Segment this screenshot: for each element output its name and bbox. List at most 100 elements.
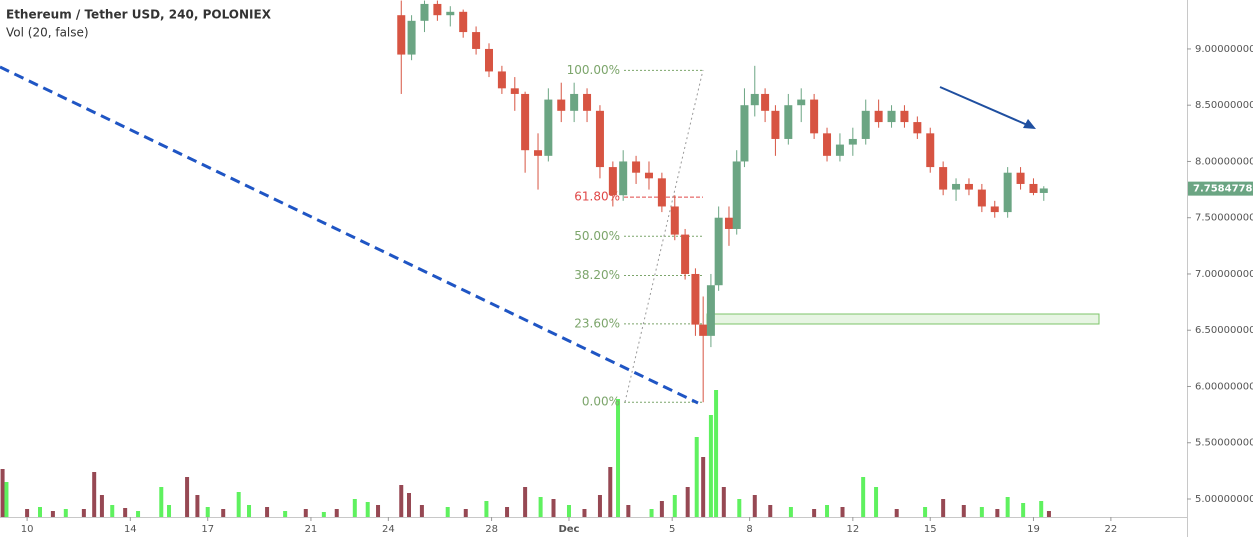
volume-bar xyxy=(721,487,726,517)
volume-bar xyxy=(399,485,404,517)
candle-body xyxy=(1016,172,1025,184)
volume-bar xyxy=(1021,503,1026,517)
x-tick-label: 19 xyxy=(1027,524,1040,535)
candle-body xyxy=(644,172,653,179)
volume-bar xyxy=(672,495,677,517)
y-tick-label: 7.00000000 xyxy=(1195,269,1253,280)
y-tick-label: 9.00000000 xyxy=(1195,44,1253,55)
volume-bar xyxy=(445,507,450,517)
volume-bar xyxy=(608,467,613,517)
x-tick-label: 17 xyxy=(201,524,214,535)
candle-body xyxy=(861,110,870,139)
fib-label: 61.80% xyxy=(574,190,620,204)
volume-bar xyxy=(616,399,621,517)
volume-bar xyxy=(566,505,571,517)
volume-bar xyxy=(99,495,104,517)
candle-body xyxy=(459,11,468,33)
volume-bar xyxy=(92,472,97,517)
x-tick-label: 8 xyxy=(746,524,752,535)
candle-body xyxy=(732,161,741,229)
volume-bar xyxy=(941,499,946,517)
volume-bar xyxy=(303,509,308,517)
support-zone xyxy=(706,313,1100,325)
candle-body xyxy=(750,93,759,106)
y-tick-label: 6.00000000 xyxy=(1195,381,1253,392)
volume-bar xyxy=(136,511,141,517)
candle-body xyxy=(887,110,896,123)
volume-bar xyxy=(923,507,928,517)
volume-bar xyxy=(50,511,55,517)
candle-body xyxy=(939,167,948,190)
y-tick-label: 5.00000000 xyxy=(1195,494,1253,505)
candle-body xyxy=(484,48,493,72)
candle-body xyxy=(420,3,429,21)
arrow xyxy=(939,86,1036,129)
volume-bar xyxy=(221,509,226,517)
volume-bar xyxy=(961,505,966,517)
candle-body xyxy=(810,99,819,134)
candle-body xyxy=(472,32,481,49)
candle-layer xyxy=(397,0,1048,403)
volume-bar xyxy=(582,509,587,517)
x-tick-label: 12 xyxy=(846,524,859,535)
volume-bar xyxy=(265,507,270,517)
volume-bar xyxy=(247,505,252,517)
volume-bar xyxy=(788,507,793,517)
candle-body xyxy=(740,105,749,162)
x-tick-label: 14 xyxy=(124,524,137,535)
candle-body xyxy=(724,217,733,229)
volume-bar xyxy=(0,469,5,517)
volume-bar xyxy=(752,495,757,517)
candle-body xyxy=(521,93,530,151)
x-tick-label: 28 xyxy=(485,524,498,535)
fib-label: 23.60% xyxy=(574,316,620,330)
volume-bar xyxy=(4,482,9,517)
arrow-head xyxy=(1023,119,1036,129)
fib-trend-line xyxy=(624,69,704,403)
volume-bar xyxy=(694,437,699,517)
volume-bar xyxy=(321,512,326,517)
candle-body xyxy=(952,183,961,190)
volume-bar xyxy=(708,415,713,517)
volume-bar xyxy=(81,509,86,517)
arrow-line xyxy=(939,86,1033,128)
candle-body xyxy=(761,93,770,111)
volume-bar xyxy=(406,493,411,517)
volume-bar xyxy=(659,501,664,517)
volume-bar xyxy=(685,487,690,517)
candle-body xyxy=(900,110,909,123)
candle-body xyxy=(714,217,723,286)
fib-label: 100.00% xyxy=(567,63,620,77)
fib-label: 50.00% xyxy=(574,229,620,243)
volume-bar xyxy=(538,497,543,517)
candle-body xyxy=(797,99,806,106)
x-tick-label: 15 xyxy=(924,524,937,535)
volume-bar xyxy=(768,505,773,517)
candle-body xyxy=(497,71,506,89)
candle-body xyxy=(570,93,579,111)
candle-body xyxy=(510,88,519,94)
volume-bar xyxy=(812,509,817,517)
last-price-label: 7.75847788 xyxy=(1193,184,1253,195)
volume-bar xyxy=(649,509,654,517)
volume-bar xyxy=(626,505,631,517)
volume-bar xyxy=(236,492,241,517)
candle-body xyxy=(619,161,628,196)
candle-body xyxy=(691,273,700,325)
candle-body xyxy=(407,20,416,55)
volume-bar xyxy=(195,495,200,517)
volume-bar xyxy=(205,507,210,517)
candle-body xyxy=(699,324,708,336)
x-tick-label: Dec xyxy=(558,524,579,535)
candle-body xyxy=(706,285,715,336)
volume-bar xyxy=(701,457,706,517)
candle-body xyxy=(1029,183,1038,193)
volume-layer xyxy=(0,390,1051,517)
volume-bar xyxy=(1046,511,1051,517)
y-tick-label: 7.50000000 xyxy=(1195,213,1253,224)
volume-bar xyxy=(551,499,556,517)
axis-layer: 5.00000000 5.50000000 6.00000000 6.50000000… xyxy=(21,44,1253,535)
candle-body xyxy=(557,99,566,111)
candle-body xyxy=(926,133,935,168)
